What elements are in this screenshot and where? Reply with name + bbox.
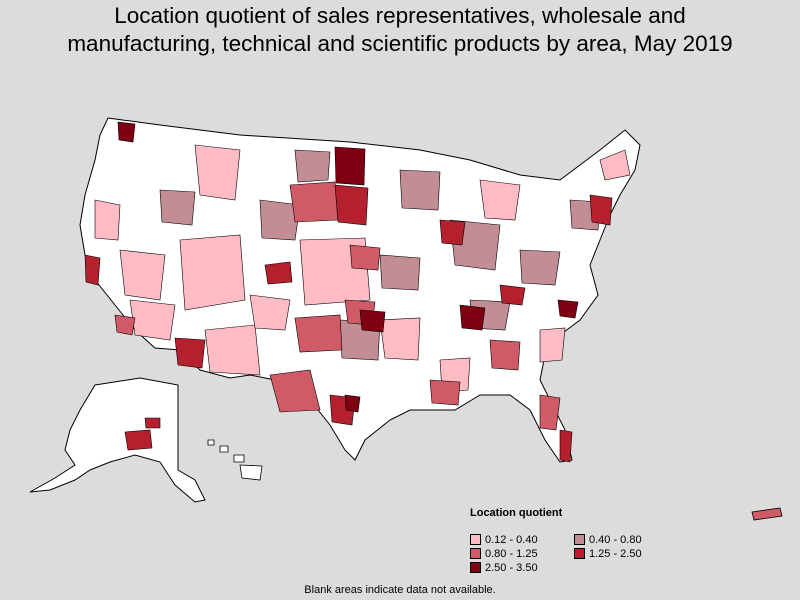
map-legend: Location quotient 0.12 - 0.40 0.40 - 0.8… xyxy=(470,507,690,574)
legend-swatch-4 xyxy=(470,562,481,573)
legend-label-0: 0.12 - 0.40 xyxy=(485,533,538,546)
puerto-rico xyxy=(751,507,783,521)
alaska-area-high-2 xyxy=(144,417,161,429)
legend-swatch-3 xyxy=(574,548,585,559)
legend-label-3: 1.25 - 2.50 xyxy=(589,547,642,560)
title-line-1: Location quotient of sales representativ… xyxy=(114,3,686,28)
map-title: Location quotient of sales representativ… xyxy=(0,2,800,58)
legend-label-4: 2.50 - 3.50 xyxy=(485,561,538,574)
legend-item-1: 0.40 - 0.80 xyxy=(574,533,684,546)
legend-swatch-1 xyxy=(574,534,585,545)
legend-item-3: 1.25 - 2.50 xyxy=(574,547,684,560)
legend-swatch-0 xyxy=(470,534,481,545)
alaska-outline xyxy=(29,377,206,503)
legend-item-0: 0.12 - 0.40 xyxy=(470,533,574,546)
lq-2.50-3.50-areas xyxy=(117,121,579,413)
lq-1.25-2.50-areas xyxy=(84,184,613,463)
lq-0.40-0.80-areas xyxy=(159,149,601,361)
legend-grid: 0.12 - 0.40 0.40 - 0.80 0.80 - 1.25 1.25… xyxy=(470,533,690,574)
lq-0.80-1.25-areas xyxy=(114,181,561,431)
title-line-2: manufacturing, technical and scientific … xyxy=(67,31,733,56)
legend-item-2: 0.80 - 1.25 xyxy=(470,547,574,560)
legend-title: Location quotient xyxy=(470,507,563,519)
hawaii-islands xyxy=(207,439,263,481)
legend-label-1: 0.40 - 0.80 xyxy=(589,533,642,546)
alaska-area-high xyxy=(124,429,153,451)
lq-0.12-0.40-areas xyxy=(94,144,631,393)
legend-item-4: 2.50 - 3.50 xyxy=(470,561,574,574)
legend-label-2: 0.80 - 1.25 xyxy=(485,547,538,560)
legend-swatch-2 xyxy=(470,548,481,559)
footnote: Blank areas indicate data not available. xyxy=(304,584,496,596)
